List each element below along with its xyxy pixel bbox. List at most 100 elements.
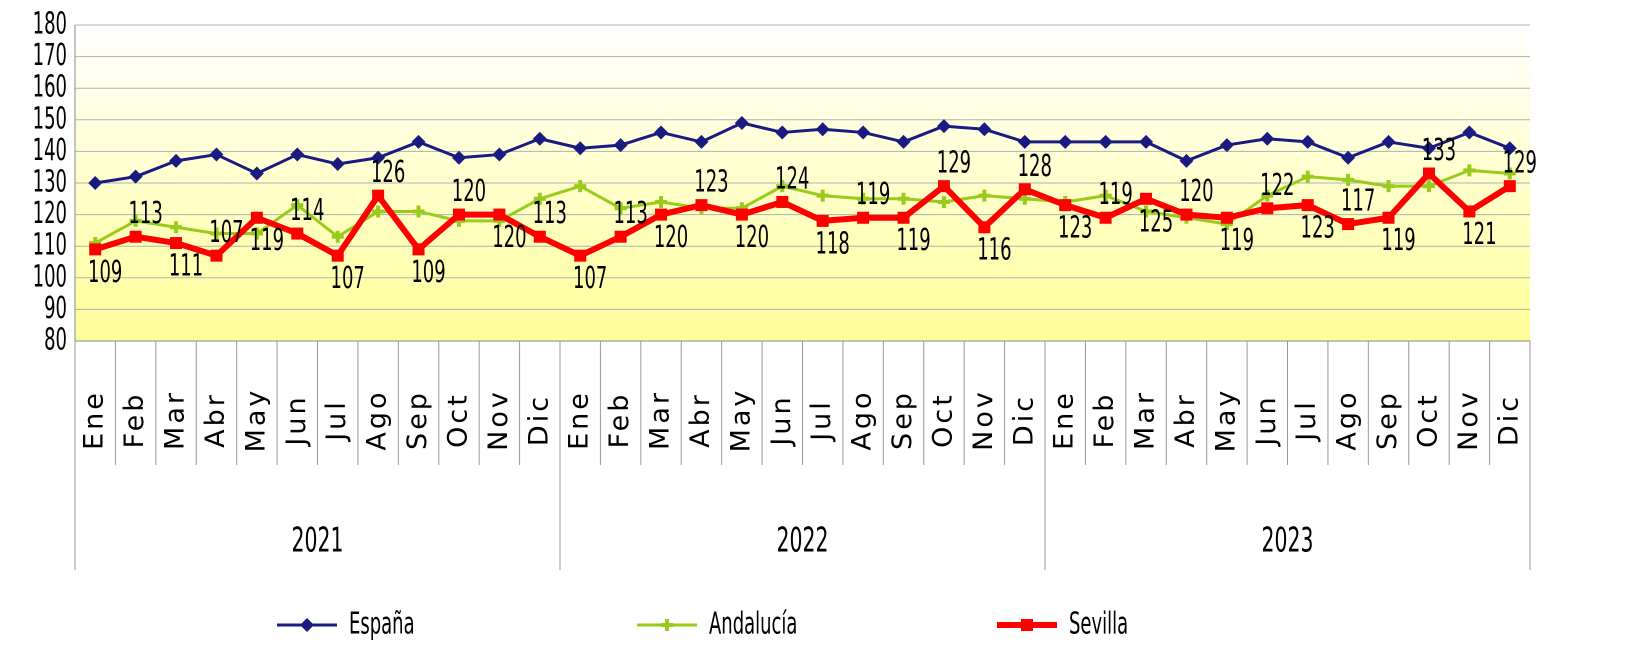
data-label: 107: [331, 260, 365, 295]
point: [1098, 134, 1113, 149]
point: [532, 131, 547, 146]
x-group-label: 2022: [777, 520, 829, 560]
x-tick-label: Ago: [362, 389, 393, 450]
point: [735, 208, 748, 221]
point: [330, 157, 345, 172]
data-label: 114: [290, 192, 324, 227]
legend-label: España: [349, 606, 415, 641]
x-tick-label: Feb: [1089, 392, 1120, 449]
point: [1140, 205, 1153, 218]
x-tick-label: Jul: [806, 399, 837, 443]
data-label: 126: [371, 154, 405, 189]
x-tick-label: May: [725, 388, 756, 453]
point: [1342, 218, 1355, 231]
point: [533, 230, 546, 243]
point: [88, 176, 103, 190]
legend-marker: [661, 619, 673, 631]
point: [1463, 164, 1476, 177]
legend-marker: [1021, 619, 1033, 631]
point: [1301, 170, 1314, 183]
data-label: 122: [1260, 167, 1294, 202]
data-label: 119: [250, 222, 284, 257]
x-tick-label: Oct: [1412, 392, 1443, 448]
y-tick-label: 100: [33, 258, 67, 293]
point: [1342, 173, 1355, 186]
point: [412, 205, 425, 218]
x-tick-label: Sep: [1372, 390, 1403, 450]
legend-label: Andalucía: [709, 606, 797, 641]
x-tick-label: May: [240, 388, 271, 453]
point: [816, 214, 829, 227]
point: [1503, 180, 1516, 193]
x-tick-label: Abr: [1170, 392, 1201, 448]
point: [574, 249, 587, 262]
data-label: 120: [492, 219, 526, 254]
data-label: 120: [654, 219, 688, 254]
x-group-label: 2021: [292, 520, 344, 560]
point: [210, 249, 223, 262]
point: [331, 230, 344, 243]
point: [1179, 153, 1194, 168]
x-tick-label: Oct: [927, 392, 958, 448]
point: [1463, 205, 1476, 218]
point: [169, 153, 184, 168]
data-label: 119: [896, 222, 930, 257]
x-tick-label: May: [1210, 388, 1241, 453]
data-label: 120: [452, 173, 486, 208]
y-tick-label: 150: [33, 100, 67, 135]
point: [492, 147, 507, 162]
point: [1018, 183, 1031, 196]
point: [1139, 134, 1154, 149]
x-tick-label: Sep: [402, 390, 433, 450]
point: [372, 205, 385, 218]
x-tick-label: Ene: [79, 390, 110, 450]
legend-label: Sevilla: [1069, 606, 1128, 641]
legend-marker: [300, 618, 314, 632]
point: [1462, 125, 1477, 140]
data-label: 129: [937, 145, 971, 180]
point: [573, 141, 588, 156]
data-label: 116: [977, 232, 1011, 267]
point: [371, 150, 386, 165]
point: [896, 134, 911, 149]
point: [452, 208, 465, 221]
point: [1503, 167, 1516, 180]
point: [1382, 211, 1395, 224]
point: [412, 243, 425, 256]
point: [655, 195, 668, 208]
series-line: [94, 170, 1512, 259]
data-label: 128: [1018, 148, 1052, 183]
point: [694, 134, 709, 149]
point: [613, 138, 628, 153]
data-label: 107: [209, 214, 243, 249]
data-label: 125: [1139, 203, 1173, 238]
y-tick-label: 130: [33, 164, 67, 199]
x-tick-label: Feb: [119, 392, 150, 449]
point: [1502, 141, 1517, 156]
point: [816, 189, 829, 202]
x-tick-label: Nov: [968, 389, 999, 451]
x-tick-label: Mar: [160, 390, 191, 450]
point: [654, 125, 669, 140]
point: [1261, 189, 1274, 202]
x-tick-label: Ene: [1049, 390, 1080, 450]
point: [734, 115, 749, 130]
x-tick-label: Jun: [1251, 394, 1282, 447]
point: [128, 169, 143, 184]
point: [897, 211, 910, 224]
point: [614, 230, 627, 243]
point: [170, 237, 183, 250]
x-tick-label: Dic: [1008, 394, 1039, 446]
point: [857, 192, 870, 205]
y-tick-label: 170: [33, 37, 67, 72]
data-label: 120: [1179, 173, 1213, 208]
point: [411, 134, 426, 149]
point: [1059, 199, 1072, 212]
data-label: 109: [411, 254, 445, 289]
point: [775, 125, 790, 140]
data-label: 117: [1341, 183, 1375, 218]
x-tick-label: Mar: [645, 390, 676, 450]
point: [1421, 141, 1436, 156]
point: [1017, 134, 1032, 149]
